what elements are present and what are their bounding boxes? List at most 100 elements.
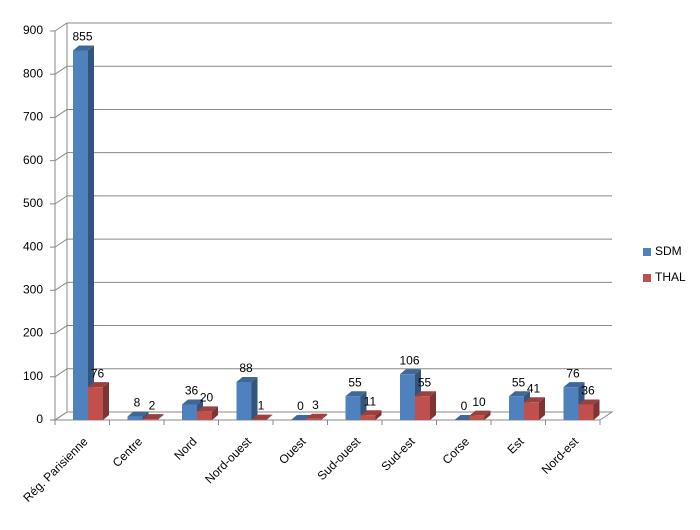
grid-line-side bbox=[54, 325, 68, 334]
bar bbox=[127, 416, 143, 420]
data-label: 20 bbox=[200, 391, 214, 405]
data-label: 41 bbox=[527, 381, 541, 395]
grid-line-side bbox=[54, 152, 68, 162]
data-label: 36 bbox=[185, 384, 199, 398]
x-tick-label: Nord bbox=[171, 434, 199, 462]
data-label: 55 bbox=[418, 375, 432, 389]
grid-line-side bbox=[54, 195, 68, 205]
data-label: 10 bbox=[472, 395, 486, 409]
y-tick-label: 200 bbox=[23, 326, 43, 340]
data-label: 0 bbox=[461, 399, 468, 413]
grid-line-side bbox=[54, 411, 68, 421]
legend-swatch bbox=[643, 274, 651, 282]
back-wall bbox=[67, 23, 612, 412]
bar bbox=[469, 415, 485, 420]
bar-top bbox=[306, 413, 327, 419]
legend-swatch bbox=[643, 248, 651, 256]
data-label: 1 bbox=[258, 399, 265, 413]
y-tick-label: 100 bbox=[23, 369, 43, 383]
bar-top bbox=[509, 391, 530, 397]
data-label: 11 bbox=[364, 394, 377, 408]
bar-top bbox=[182, 399, 203, 405]
bar-side bbox=[157, 414, 164, 420]
bar bbox=[400, 374, 415, 420]
bar-side bbox=[484, 410, 491, 420]
bar-top bbox=[563, 382, 585, 388]
bar bbox=[182, 404, 197, 420]
data-label: 36 bbox=[581, 384, 595, 398]
bar-top bbox=[236, 376, 258, 382]
bar-top bbox=[400, 369, 421, 375]
legend-label: SDM bbox=[655, 244, 682, 258]
bar-side bbox=[539, 397, 545, 420]
bar-top bbox=[360, 410, 382, 416]
bar-top bbox=[345, 391, 367, 397]
bar bbox=[415, 396, 430, 420]
data-label: 76 bbox=[566, 366, 580, 380]
x-tick-label: Corse bbox=[440, 434, 473, 467]
bar-side bbox=[375, 410, 382, 420]
bar bbox=[73, 50, 88, 420]
bar bbox=[345, 396, 361, 420]
x-tick-label: Est bbox=[504, 434, 527, 457]
bar-top bbox=[142, 414, 164, 420]
bar-top bbox=[88, 382, 109, 388]
bar-top bbox=[524, 397, 545, 403]
bar bbox=[142, 419, 158, 420]
bar-side bbox=[321, 413, 327, 420]
bar-top bbox=[469, 410, 491, 416]
grid-line-side bbox=[54, 65, 68, 75]
x-tick-label: Nord-est bbox=[539, 434, 582, 477]
grid-line-side bbox=[54, 22, 68, 32]
grid-line-side bbox=[54, 238, 68, 248]
y-tick-label: 400 bbox=[23, 239, 43, 253]
bar-side bbox=[251, 376, 258, 420]
bar-side bbox=[88, 45, 94, 420]
y-tick-label: 0 bbox=[36, 412, 43, 426]
y-tick-label: 300 bbox=[23, 283, 43, 297]
y-tick-label: 900 bbox=[23, 23, 43, 37]
bar-top bbox=[127, 411, 149, 417]
bar-side bbox=[103, 382, 109, 420]
x-tick-label: Nord-ouest bbox=[202, 434, 254, 486]
legend-label: THAL bbox=[655, 270, 686, 284]
x-tick-label: Rég. Parisienne bbox=[20, 434, 91, 505]
data-label: 3 bbox=[312, 398, 319, 412]
bar-top bbox=[73, 45, 94, 51]
bar-top bbox=[415, 391, 436, 397]
bar-top bbox=[578, 399, 600, 405]
y-tick-label: 600 bbox=[23, 153, 43, 167]
bar-side bbox=[266, 414, 273, 420]
x-tick-label: Centre bbox=[110, 434, 146, 470]
data-label: 855 bbox=[72, 30, 92, 44]
bar-side bbox=[593, 399, 600, 420]
data-label: 2 bbox=[149, 398, 156, 412]
bar bbox=[360, 415, 376, 420]
data-label: 55 bbox=[348, 375, 362, 389]
bar-side bbox=[430, 391, 436, 420]
data-label: 0 bbox=[297, 399, 304, 413]
data-label: 55 bbox=[512, 375, 526, 389]
bar bbox=[197, 411, 212, 420]
grid-line-side bbox=[54, 368, 68, 378]
data-label: 106 bbox=[399, 353, 419, 367]
data-label: 76 bbox=[91, 366, 105, 380]
bar bbox=[563, 387, 579, 420]
x-tick-label: Ouest bbox=[276, 434, 309, 467]
x-tick-label: Sud-ouest bbox=[315, 434, 364, 483]
bar-top bbox=[251, 414, 273, 420]
bar bbox=[306, 418, 321, 420]
bar bbox=[578, 404, 594, 420]
grid-line-side bbox=[54, 281, 68, 291]
x-tick-label: Sud-est bbox=[378, 434, 418, 474]
bar-top bbox=[197, 406, 218, 412]
bar bbox=[509, 396, 524, 420]
y-tick-label: 800 bbox=[23, 66, 43, 80]
grid-line-side bbox=[54, 109, 68, 118]
data-label: 88 bbox=[239, 361, 253, 375]
bar bbox=[88, 387, 103, 420]
data-label: 8 bbox=[134, 396, 141, 410]
bar-side bbox=[212, 406, 218, 420]
bar bbox=[524, 402, 539, 420]
bar bbox=[236, 381, 252, 420]
